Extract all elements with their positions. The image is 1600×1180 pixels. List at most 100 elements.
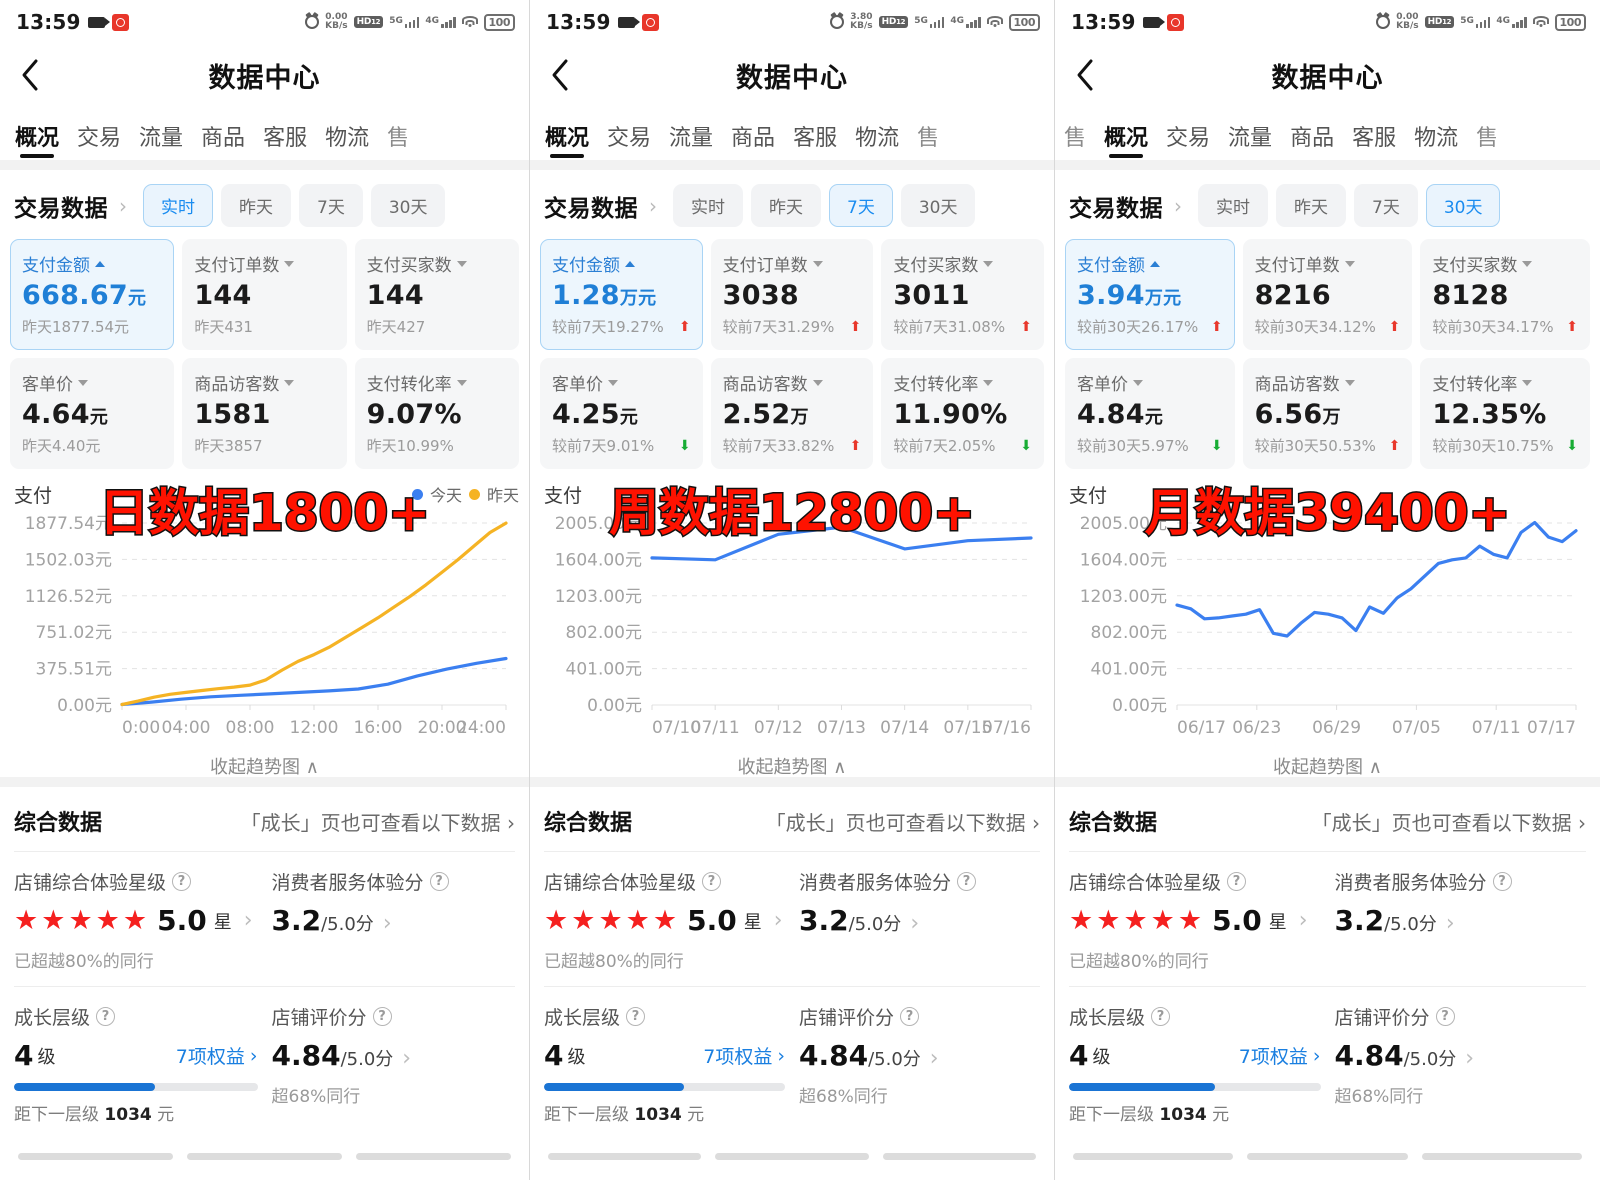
help-icon[interactable]: ? xyxy=(702,872,722,891)
filter-chip-7天[interactable]: 7天 xyxy=(299,184,363,227)
filter-chip-实时[interactable]: 实时 xyxy=(143,184,213,227)
growth-rights-link[interactable]: 7项权益 › xyxy=(1239,1042,1321,1069)
filter-chip-实时[interactable]: 实时 xyxy=(673,184,743,227)
tab-客服[interactable]: 客服 xyxy=(793,126,838,151)
tab-客服[interactable]: 客服 xyxy=(263,126,308,151)
tab-售[interactable]: 售 xyxy=(1064,126,1087,151)
metric-card-支付转化率[interactable]: 支付转化率 12.35% 较前30天10.75% ⬇ xyxy=(1420,358,1590,469)
service-score-value-row[interactable]: 3.2/5.0分 › xyxy=(272,904,516,937)
filter-chip-昨天[interactable]: 昨天 xyxy=(1276,184,1346,227)
store-star-value-row[interactable]: ★ ★ ★ ★ ★ 5.0 星 › xyxy=(1069,904,1321,937)
metric-card-支付买家数[interactable]: 支付买家数 144 昨天427 xyxy=(354,239,519,350)
help-icon[interactable]: ? xyxy=(1492,872,1512,891)
tab-物流[interactable]: 物流 xyxy=(325,126,370,151)
metric-card-客单价[interactable]: 客单价 4.64元 昨天4.40元 xyxy=(10,358,175,469)
tab-商品[interactable]: 商品 xyxy=(1290,126,1335,151)
filter-chip-30天[interactable]: 30天 xyxy=(370,184,446,227)
filter-chip-昨天[interactable]: 昨天 xyxy=(751,184,821,227)
metric-card-客单价[interactable]: 客单价 4.25元 较前7天9.01% ⬇ xyxy=(540,358,703,469)
tab-售[interactable]: 售 xyxy=(387,126,410,151)
metric-card-支付买家数[interactable]: 支付买家数 3011 较前7天31.08% ⬆ xyxy=(881,239,1044,350)
growth-rights-link[interactable]: 7项权益 › xyxy=(703,1042,785,1069)
chevron-right-icon[interactable]: › xyxy=(119,193,127,218)
comprehensive-link[interactable]: 「成长」页也可查看以下数据 › xyxy=(1311,810,1586,835)
filter-chip-实时[interactable]: 实时 xyxy=(1198,184,1268,227)
back-button[interactable] xyxy=(530,58,590,92)
tab-商品[interactable]: 商品 xyxy=(731,126,776,151)
store-star-value-row[interactable]: ★ ★ ★ ★ ★ 5.0 星 › xyxy=(544,904,785,937)
help-icon[interactable]: ? xyxy=(1435,1007,1455,1026)
collapse-trend-button[interactable]: 收起趋势图 ∧ xyxy=(210,757,319,778)
tab-售[interactable]: 售 xyxy=(917,126,940,151)
metric-card-支付买家数[interactable]: 支付买家数 8128 较前30天34.17% ⬆ xyxy=(1420,239,1590,350)
back-button[interactable] xyxy=(1055,58,1115,92)
tab-交易[interactable]: 交易 xyxy=(607,126,652,151)
collapse-trend-button[interactable]: 收起趋势图 ∧ xyxy=(1273,757,1382,778)
placeholder-bar xyxy=(882,1153,1036,1160)
help-icon[interactable]: ? xyxy=(1151,1007,1171,1026)
chevron-right-icon[interactable]: › xyxy=(773,908,783,933)
help-icon[interactable]: ? xyxy=(957,872,977,891)
store-star-value-row[interactable]: ★ ★ ★ ★ ★ 5.0 星 › xyxy=(14,904,258,937)
metric-card-支付转化率[interactable]: 支付转化率 11.90% 较前7天2.05% ⬇ xyxy=(881,358,1044,469)
tab-概况[interactable]: 概况 xyxy=(6,120,68,160)
growth-rights-link[interactable]: 7项权益 › xyxy=(176,1042,258,1069)
help-icon[interactable]: ? xyxy=(626,1007,646,1026)
chevron-right-icon[interactable]: › xyxy=(1298,908,1308,933)
chevron-right-icon[interactable]: › xyxy=(1174,193,1182,218)
chevron-right-icon[interactable]: › xyxy=(649,193,657,218)
tab-概况[interactable]: 概况 xyxy=(536,120,598,160)
help-icon[interactable]: ? xyxy=(1227,872,1247,891)
filter-chip-30天[interactable]: 30天 xyxy=(900,184,976,227)
shop-rating-value-row[interactable]: 4.84/5.0分 › xyxy=(1335,1039,1587,1072)
tab-交易[interactable]: 交易 xyxy=(77,126,122,151)
tab-客服[interactable]: 客服 xyxy=(1352,126,1397,151)
chevron-right-icon[interactable]: › xyxy=(929,1046,939,1071)
service-score-value-row[interactable]: 3.2/5.0分 › xyxy=(799,904,1040,937)
help-icon[interactable]: ? xyxy=(372,1007,392,1026)
chevron-right-icon[interactable]: › xyxy=(382,911,392,936)
metric-card-商品访客数[interactable]: 商品访客数 6.56万 较前30天50.53% ⬆ xyxy=(1242,358,1413,469)
chevron-right-icon[interactable]: › xyxy=(910,911,920,936)
filter-chip-7天[interactable]: 7天 xyxy=(1354,184,1418,227)
metric-card-商品访客数[interactable]: 商品访客数 2.52万 较前7天33.82% ⬆ xyxy=(710,358,874,469)
collapse-trend-button[interactable]: 收起趋势图 ∧ xyxy=(737,757,847,778)
metric-card-客单价[interactable]: 客单价 4.84元 较前30天5.97% ⬇ xyxy=(1065,358,1235,469)
metric-card-支付金额[interactable]: 支付金额 1.28万元 较前7天19.27% ⬆ xyxy=(540,239,703,350)
chevron-right-icon[interactable]: › xyxy=(402,1046,412,1071)
metric-card-支付订单数[interactable]: 支付订单数 3038 较前7天31.29% ⬆ xyxy=(710,239,874,350)
tab-概况[interactable]: 概况 xyxy=(1095,120,1157,160)
help-icon[interactable]: ? xyxy=(429,872,449,891)
tab-物流[interactable]: 物流 xyxy=(1414,126,1459,151)
chevron-right-icon[interactable]: › xyxy=(1465,1046,1475,1071)
chevron-right-icon[interactable]: › xyxy=(1445,911,1455,936)
comprehensive-link[interactable]: 「成长」页也可查看以下数据 › xyxy=(240,810,515,835)
tab-流量[interactable]: 流量 xyxy=(669,126,714,151)
metric-card-支付金额[interactable]: 支付金额 3.94万元 较前30天26.17% ⬆ xyxy=(1065,239,1235,350)
divider xyxy=(14,851,515,852)
tab-物流[interactable]: 物流 xyxy=(855,126,900,151)
metric-grid: 支付金额 668.67元 昨天1877.54元 支付订单数 144 昨天431 支付买家数 1… xyxy=(0,239,529,469)
filter-chip-昨天[interactable]: 昨天 xyxy=(221,184,291,227)
metric-card-支付金额[interactable]: 支付金额 668.67元 昨天1877.54元 xyxy=(10,239,175,350)
shop-rating-value-row[interactable]: 4.84/5.0分 › xyxy=(799,1039,1040,1072)
comprehensive-link[interactable]: 「成长」页也可查看以下数据 › xyxy=(765,810,1040,835)
metric-card-支付转化率[interactable]: 支付转化率 9.07% 昨天10.99% xyxy=(354,358,519,469)
help-icon[interactable]: ? xyxy=(96,1007,116,1026)
service-score-value-row[interactable]: 3.2/5.0分 › xyxy=(1335,904,1587,937)
filter-chip-30天[interactable]: 30天 xyxy=(1425,184,1501,227)
tab-流量[interactable]: 流量 xyxy=(139,126,184,151)
help-icon[interactable]: ? xyxy=(900,1007,920,1026)
metric-card-商品访客数[interactable]: 商品访客数 1581 昨天3857 xyxy=(182,358,347,469)
tab-流量[interactable]: 流量 xyxy=(1228,126,1273,151)
tab-商品[interactable]: 商品 xyxy=(201,126,246,151)
tab-售[interactable]: 售 xyxy=(1476,126,1499,151)
shop-rating-value-row[interactable]: 4.84/5.0分 › xyxy=(272,1039,516,1072)
chevron-right-icon[interactable]: › xyxy=(243,908,253,933)
help-icon[interactable]: ? xyxy=(172,872,192,891)
tab-交易[interactable]: 交易 xyxy=(1166,126,1211,151)
filter-chip-7天[interactable]: 7天 xyxy=(829,184,893,227)
metric-card-支付订单数[interactable]: 支付订单数 8216 较前30天34.12% ⬆ xyxy=(1242,239,1413,350)
back-button[interactable] xyxy=(0,58,60,92)
metric-card-支付订单数[interactable]: 支付订单数 144 昨天431 xyxy=(182,239,347,350)
